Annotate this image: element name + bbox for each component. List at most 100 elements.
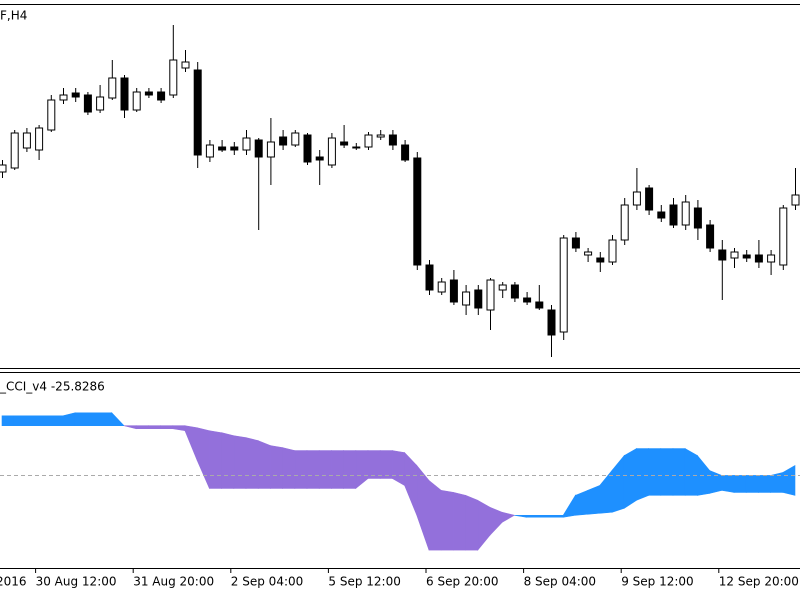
- indicator-band: [379, 450, 393, 479]
- indicator-band: [1, 415, 15, 427]
- candle-body: [291, 132, 300, 146]
- candle-body: [779, 207, 788, 266]
- indicator-band: [318, 450, 332, 489]
- candle-body: [315, 156, 324, 161]
- indicator-band: [257, 440, 271, 489]
- x-tick-label: 6 Sep 20:00: [426, 575, 498, 589]
- candle-body: [767, 254, 776, 263]
- indicator-band: [111, 412, 125, 427]
- candle-body: [754, 254, 763, 263]
- candle-body: [157, 91, 166, 101]
- x-tick-label: 9 Sep 12:00: [621, 575, 693, 589]
- indicator-band: [245, 437, 259, 489]
- candle-body: [120, 77, 129, 111]
- candle-body: [352, 146, 361, 149]
- indicator-band: [87, 412, 100, 427]
- indicator-band: [148, 425, 161, 430]
- indicator-band: [733, 475, 747, 493]
- candle-body: [523, 297, 532, 303]
- candle-body: [108, 77, 117, 99]
- candle-body: [657, 211, 666, 219]
- indicator-band: [50, 415, 64, 427]
- candle-body: [83, 94, 92, 113]
- candle-body: [35, 127, 44, 151]
- candle-body: [437, 281, 446, 293]
- indicator-band: [13, 415, 27, 427]
- indicator-band: [623, 448, 637, 509]
- candle-body: [742, 254, 751, 259]
- indicator-band: [465, 494, 479, 551]
- indicator-band: [745, 475, 759, 493]
- candle-body: [401, 144, 410, 161]
- candle-body: [425, 264, 434, 291]
- indicator-band: [135, 425, 149, 430]
- indicator-band: [306, 450, 320, 489]
- indicator-band: [782, 465, 796, 496]
- x-tick-label: 5 Sep 12:00: [328, 575, 400, 589]
- candle-body: [413, 157, 422, 266]
- x-tick-label: 2 Sep 04:00: [231, 575, 303, 589]
- candle-body: [681, 201, 690, 226]
- chart-title: F,H4: [0, 9, 27, 23]
- candle-body: [388, 134, 397, 146]
- candle-body: [730, 251, 739, 259]
- candle-body: [706, 224, 715, 249]
- candle-body: [547, 309, 556, 336]
- candle-body: [559, 237, 568, 333]
- candle-body: [791, 194, 800, 206]
- candle-body: [693, 207, 702, 229]
- indicator-band: [343, 450, 357, 489]
- candle-body: [449, 279, 458, 303]
- indicator-band: [367, 450, 381, 479]
- candle-body: [620, 204, 629, 241]
- candle-body: [340, 141, 349, 146]
- candle-body: [59, 94, 68, 101]
- indicator-band: [209, 430, 222, 489]
- x-tick-label: 30 Aug 12:00: [36, 575, 117, 589]
- indicator-band: [684, 448, 698, 496]
- candle-body: [96, 96, 105, 111]
- candle-body: [364, 134, 373, 148]
- candle-body: [230, 146, 239, 151]
- indicator-band: [501, 511, 516, 523]
- indicator-title: _CCI_v4 -25.8286: [0, 380, 105, 394]
- candle-body: [71, 92, 80, 98]
- candle-body: [486, 279, 495, 311]
- indicator-band: [538, 514, 552, 518]
- candle-body: [462, 291, 471, 306]
- indicator-band: [74, 412, 88, 427]
- candle-body: [376, 134, 385, 138]
- candle-body: [169, 59, 178, 96]
- candle-body: [596, 257, 605, 263]
- candle-body: [669, 204, 678, 226]
- candle-body: [279, 136, 288, 146]
- x-tick-label: 31 Aug 20:00: [133, 575, 214, 589]
- indicator-band: [38, 415, 52, 427]
- indicator-band: [440, 490, 454, 551]
- indicator-band: [660, 448, 674, 496]
- candle-body: [10, 132, 19, 169]
- candle-body: [474, 289, 483, 309]
- indicator-band: [526, 514, 540, 518]
- x-tick-label: 2016: [0, 575, 27, 589]
- candle-body: [181, 61, 190, 69]
- indicator-band: [428, 479, 442, 551]
- indicator-band: [282, 447, 296, 489]
- candle-body: [327, 137, 336, 166]
- candle-body: [242, 137, 251, 151]
- candle-body: [47, 99, 56, 131]
- candle-body: [303, 134, 312, 163]
- candle-body: [608, 239, 617, 263]
- indicator-band: [648, 448, 662, 496]
- candle-body: [718, 249, 727, 261]
- indicator-band: [587, 484, 601, 515]
- indicator-band: [721, 475, 735, 493]
- indicator-band: [99, 412, 113, 427]
- candle-body: [193, 69, 202, 156]
- indicator-band: [26, 415, 39, 427]
- candle-body: [571, 237, 580, 249]
- candle-body: [218, 146, 227, 151]
- candle-body: [254, 139, 263, 158]
- candle-body: [266, 141, 275, 158]
